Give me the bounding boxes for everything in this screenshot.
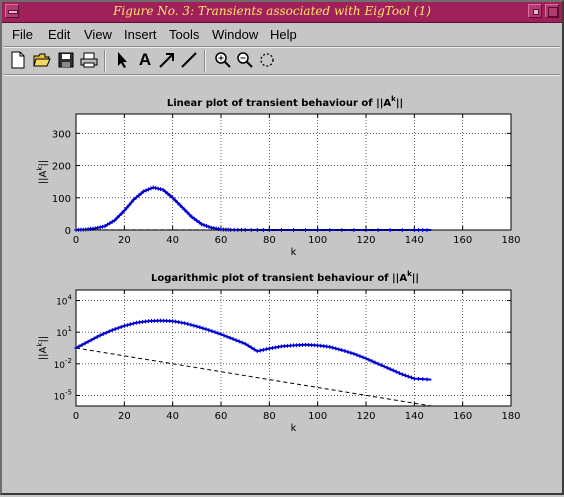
window-title: Figure No. 3: Transients associated with… [22,4,522,18]
linear-plot-title: Linear plot of transient behaviour of ||… [167,95,403,109]
x-tick-label: 140 [405,235,424,246]
menu-bar: File Edit View Insert Tools Window Help [2,23,562,46]
arrow-pointer-icon[interactable] [113,50,133,70]
x-tick-label: 40 [166,235,179,246]
log-plot: Logarithmic plot of transient behaviour … [36,270,521,434]
x-tick-label: 20 [118,235,131,246]
arrow-tool-icon[interactable] [157,50,177,70]
menu-tools[interactable]: Tools [169,27,199,42]
x-tick-label: 80 [263,235,276,246]
minimize-button[interactable] [528,4,542,18]
log-plot-axes[interactable] [76,290,511,406]
menu-window[interactable]: Window [212,27,258,42]
y-tick-label: 101 [56,325,72,339]
menu-file-label: File [12,27,33,42]
x-tick-label: 180 [501,235,520,246]
y-tick-label: 10-2 [54,357,72,371]
zoom-out-icon[interactable] [235,50,255,70]
figure-svg: Linear plot of transient behaviour of ||… [2,76,562,493]
menu-view[interactable]: View [84,27,112,42]
menu-help[interactable]: Help [270,27,297,42]
x-tick-label: 180 [501,411,520,422]
menu-edit[interactable]: Edit [48,27,70,42]
text-tool-icon[interactable]: A [135,50,155,70]
x-tick-label: 140 [405,411,424,422]
y-tick-label: 10-5 [54,388,72,402]
x-tick-label: 0 [73,411,79,422]
x-tick-label: 20 [118,411,131,422]
x-tick-label: 40 [166,411,179,422]
linear-plot: Linear plot of transient behaviour of ||… [36,95,521,258]
x-tick-label: 120 [356,411,375,422]
x-tick-label: 80 [263,411,276,422]
log-plot-xlabel: k [291,423,297,434]
menu-tools-label: Tools [169,27,199,42]
window-menu-button[interactable] [5,4,19,18]
linear-plot-ylabel: ||Ak|| [36,160,49,184]
figure-toolbar: A [2,48,562,74]
x-tick-label: 100 [308,235,327,246]
zoom-in-icon[interactable] [213,50,233,70]
x-tick-label: 120 [356,235,375,246]
x-tick-label: 60 [215,235,228,246]
save-icon[interactable] [56,50,76,70]
menu-edit-label: Edit [48,27,70,42]
linear-plot-axes[interactable] [76,114,511,230]
print-icon[interactable] [79,50,99,70]
log-plot-ylabel: ||Ak|| [36,336,49,360]
menu-insert[interactable]: Insert [124,27,157,42]
x-tick-label: 60 [215,411,228,422]
y-tick-label: 104 [56,294,72,308]
menu-view-label: View [84,27,112,42]
menu-window-label: Window [212,27,258,42]
rotate-icon[interactable] [257,50,277,70]
line-tool-icon[interactable] [179,50,199,70]
x-tick-label: 0 [73,235,79,246]
menu-help-label: Help [270,27,297,42]
menu-file[interactable]: File [12,27,33,42]
open-folder-icon[interactable] [32,50,52,70]
y-tick-label: 100 [52,194,71,205]
figure-canvas[interactable]: Linear plot of transient behaviour of ||… [2,76,562,493]
y-tick-label: 0 [65,226,71,237]
maximize-button[interactable] [545,4,559,18]
x-tick-label: 160 [453,411,472,422]
x-tick-label: 160 [453,235,472,246]
text-tool-label: A [139,50,151,70]
log-plot-title: Logarithmic plot of transient behaviour … [151,270,419,284]
x-tick-label: 100 [308,411,327,422]
title-bar[interactable]: Figure No. 3: Transients associated with… [2,2,562,23]
linear-plot-xlabel: k [291,247,297,258]
toolbar-separator [104,50,106,72]
menu-insert-label: Insert [124,27,157,42]
y-tick-label: 200 [52,162,71,173]
toolbar-separator-2 [204,50,206,72]
y-tick-label: 300 [52,129,71,140]
new-file-icon[interactable] [8,50,28,70]
